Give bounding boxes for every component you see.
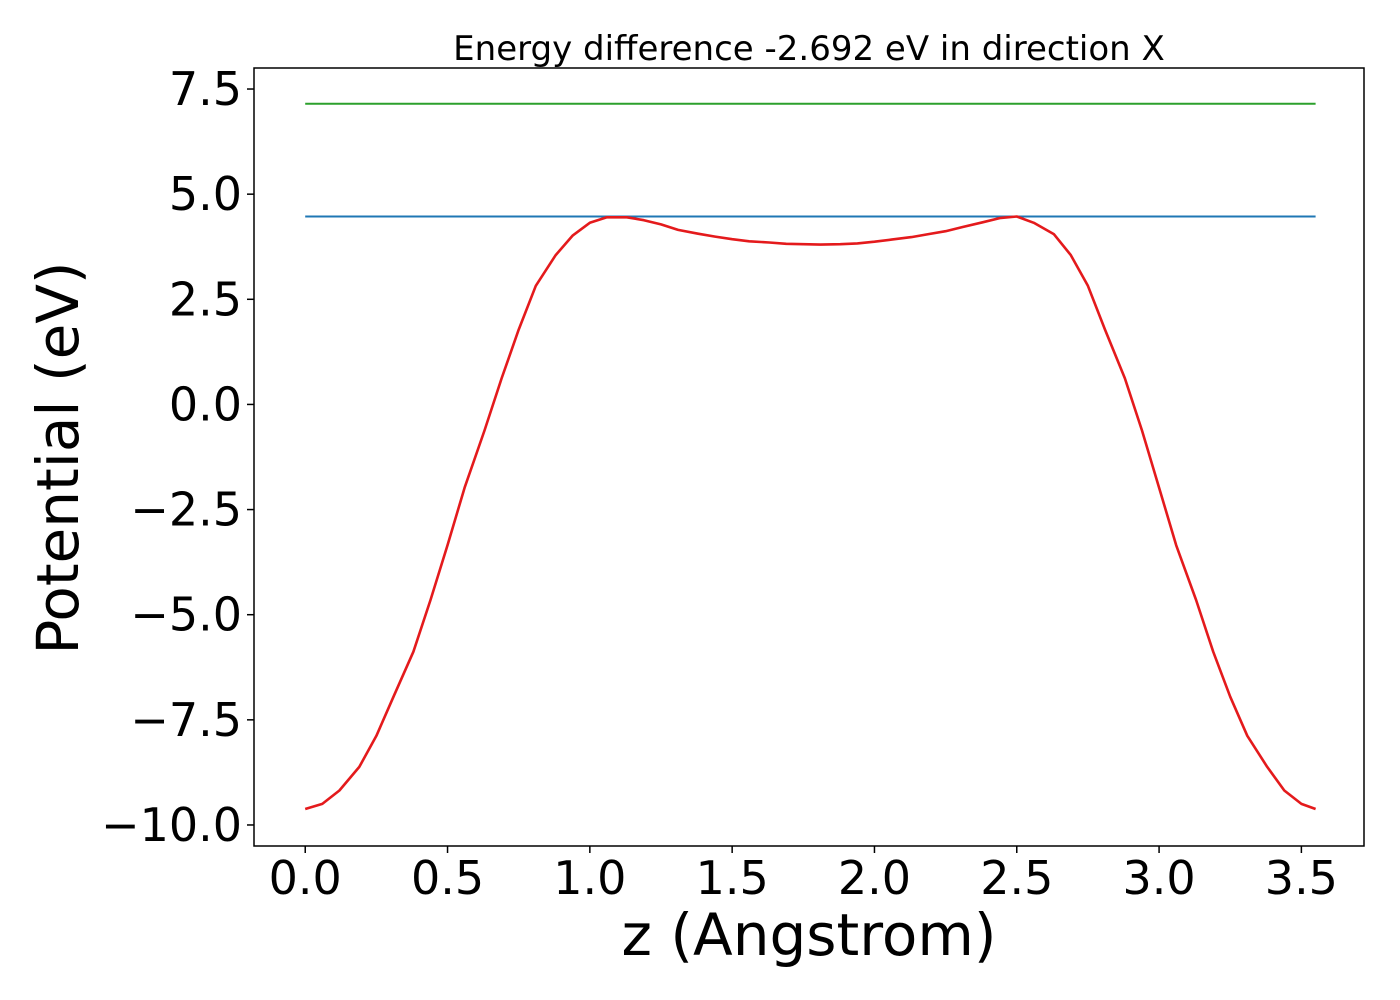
x-tick-label: 2.0: [838, 851, 911, 905]
y-axis-label: Potential (eV): [24, 261, 92, 654]
chart-title: Energy difference -2.692 eV in direction…: [453, 29, 1165, 69]
x-tick-label: 3.0: [1122, 851, 1195, 905]
series-line-2: [304, 215, 1317, 811]
y-tick-label: −2.5: [130, 483, 242, 537]
y-tick-label: 5.0: [169, 167, 242, 221]
y-tick-label: 7.5: [169, 62, 242, 116]
y-tick-label: −5.0: [130, 588, 242, 642]
x-axis: 0.0 0.5 1.0 1.5 2.0 2.5 3.0 3.5: [269, 846, 1338, 905]
x-tick-label: 1.5: [696, 851, 769, 905]
y-tick-label: 2.5: [169, 272, 242, 326]
series-layer: [304, 102, 1317, 811]
x-tick-label: 2.5: [980, 851, 1053, 905]
x-axis-label: z (Angstrom): [622, 901, 997, 969]
y-tick-label: −10.0: [101, 798, 242, 852]
y-tick-label: −7.5: [130, 693, 242, 747]
y-axis: 7.5 5.0 2.5 0.0 −2.5 −5.0 −7.5 −10.0: [101, 62, 254, 852]
x-tick-label: 3.5: [1265, 851, 1338, 905]
y-tick-label: 0.0: [169, 377, 242, 431]
x-tick-label: 0.0: [269, 851, 342, 905]
x-tick-label: 0.5: [411, 851, 484, 905]
x-tick-label: 1.0: [553, 851, 626, 905]
plot-area-frame: [253, 67, 1365, 847]
